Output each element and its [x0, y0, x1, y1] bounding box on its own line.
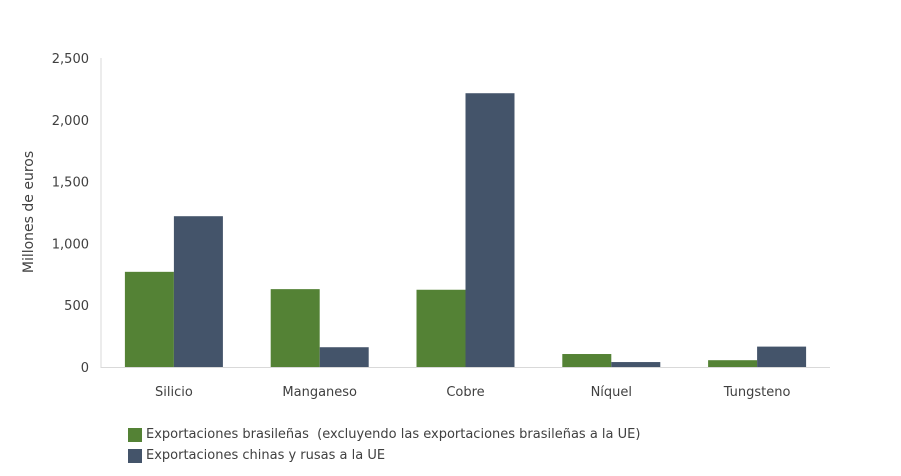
y-axis-title: Millones de euros: [21, 151, 37, 273]
legend-label-china-russia: Exportaciones chinas y rusas a la UE: [146, 448, 386, 463]
x-tick-label: Níquel: [591, 385, 632, 400]
y-tick-label: 0: [81, 361, 89, 376]
bar-chart: 0 500 1,000 1,500 2,000 2,500 Silicio Manganes…: [21, 52, 830, 400]
legend-item-china-russia: Exportaciones chinas y rusas a la UE: [128, 445, 640, 466]
x-tick-label: Cobre: [446, 385, 484, 400]
legend: Exportaciones brasileñas (excluyendo las…: [128, 424, 640, 466]
y-tick-label: 2,000: [52, 114, 89, 129]
y-tick-label: 500: [64, 299, 89, 314]
x-tick-label: Manganeso: [282, 385, 357, 400]
legend-swatch-china-russia: [128, 448, 142, 463]
legend-swatch-brazil: [128, 427, 142, 442]
x-tick-label: Tungsteno: [723, 385, 791, 400]
bar: [319, 347, 369, 367]
bar: [416, 289, 466, 367]
x-tick-label: Silicio: [155, 385, 193, 400]
y-axis-ticks: 0 500 1,000 1,500 2,000 2,500: [52, 52, 89, 376]
y-tick-label: 1,000: [52, 237, 89, 252]
legend-item-brazil: Exportaciones brasileñas (excluyendo las…: [128, 424, 640, 445]
bar: [708, 360, 758, 367]
bar: [270, 289, 320, 367]
legend-label-brazil: Exportaciones brasileñas (excluyendo las…: [146, 427, 641, 442]
bar: [562, 354, 612, 367]
y-tick-label: 1,500: [52, 176, 89, 191]
bar: [465, 93, 515, 367]
y-tick-label: 2,500: [52, 52, 89, 67]
bar: [173, 216, 223, 367]
bar: [757, 346, 807, 367]
bar: [611, 362, 661, 367]
x-axis-ticks: Silicio Manganeso Cobre Níquel Tungsteno: [155, 385, 791, 400]
bars-group: [124, 93, 807, 367]
bar: [124, 271, 174, 367]
